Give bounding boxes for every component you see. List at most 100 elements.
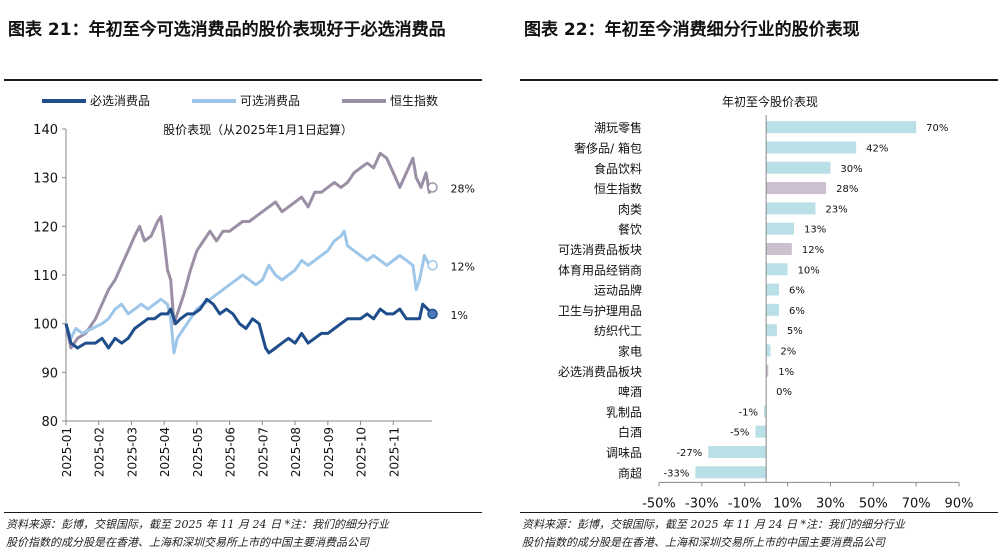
line-chart-series [64, 151, 434, 355]
x-tick-label: -30% [685, 496, 719, 511]
bar-4 [766, 182, 827, 195]
x-tick-label: 2025-08 [289, 427, 303, 477]
value-label-6: 13% [804, 225, 826, 236]
value-label-16: -5% [730, 428, 749, 439]
right-figure-panel: 图表 22：年初至今消费细分行业的股价表现 年初至今股价表现 潮玩零售 70% 奢侈… [516, 0, 1003, 556]
bar-6 [766, 222, 794, 235]
value-label-12: 2% [780, 346, 796, 357]
category-label-11: 纺织代工 [594, 324, 642, 338]
bar-15 [764, 405, 767, 418]
series-end-label-1: 1% [451, 309, 468, 322]
value-label-14: 0% [776, 387, 792, 398]
x-tick-label: 50% [859, 496, 888, 511]
bar-5 [766, 202, 816, 215]
value-label-17: -27% [676, 448, 702, 459]
category-label-18: 商超 [618, 465, 642, 480]
category-label-7: 可选消费品板块 [558, 243, 642, 257]
value-label-10: 6% [789, 306, 805, 317]
series-end-marker-3 [427, 182, 438, 193]
x-tick-label: 2025-01 [60, 427, 74, 477]
value-label-5: 23% [825, 204, 847, 215]
category-label-9: 运动品牌 [594, 284, 642, 298]
category-label-3: 食品饮料 [594, 161, 642, 176]
x-tick-label: 2025-06 [224, 427, 238, 477]
x-tick-label: 2025-11 [387, 427, 401, 477]
category-label-4: 恒生指数 [594, 181, 642, 196]
figure-title: 图表 22：年初至今消费细分行业的股价表现 [524, 20, 860, 40]
legend-label-2: 可选消费品 [240, 94, 300, 108]
line-chart: 必选消费品 可选消费品 恒生指数 股价表现（从2025年1月1日起算） 80 90 10… [33, 93, 475, 477]
bar-chart-title: 年初至今股价表现 [722, 94, 818, 109]
line-chart-end-labels: 1% 12% 28% [427, 182, 475, 322]
bar-3 [766, 161, 831, 174]
value-label-18: -33% [664, 468, 690, 479]
source-note-line1: 资料来源：彭博，交银国际，截至 2025 年 11 月 24 日 *注：我们的细… [522, 518, 905, 531]
value-label-7: 12% [802, 245, 824, 256]
bar-13 [766, 364, 769, 377]
value-label-11: 5% [787, 326, 803, 337]
series-line-2 [64, 229, 433, 355]
bar-2 [766, 141, 857, 154]
value-label-15: -1% [739, 407, 758, 418]
series-line-1 [64, 297, 434, 355]
value-label-9: 6% [789, 286, 805, 297]
bar-9 [766, 283, 779, 296]
bar-1 [766, 121, 917, 134]
title-rule [520, 79, 998, 81]
bar-11 [766, 324, 777, 337]
source-rule [520, 512, 998, 513]
value-label-13: 1% [778, 367, 794, 378]
series-line-3 [64, 151, 434, 350]
x-tick-label: 10% [773, 496, 802, 511]
line-chart-axes: 80 90 100 110 120 130 140 2025-01 2025-02 2025-03… [33, 123, 432, 477]
series-end-label-2: 12% [451, 260, 475, 273]
y-tick-label: 140 [33, 123, 58, 138]
x-tick-label: 2025-04 [158, 427, 172, 477]
bar-8 [766, 263, 788, 276]
value-label-4: 28% [836, 184, 858, 195]
x-tick-label: 2025-09 [322, 427, 336, 477]
line-chart-title: 股价表现（从2025年1月1日起算） [163, 122, 353, 137]
category-label-15: 乳制品 [606, 405, 642, 419]
x-tick-label: 2025-05 [191, 427, 205, 477]
category-label-13: 必选消费品板块 [558, 365, 642, 379]
category-label-2: 奢侈品/ 箱包 [574, 140, 642, 155]
category-label-16: 白酒 [618, 425, 642, 440]
category-label-5: 肉类 [618, 202, 642, 216]
category-label-10: 卫生与护理用品 [558, 304, 642, 318]
x-tick-label: 2025-02 [93, 427, 107, 477]
x-tick-label: 70% [902, 496, 931, 511]
value-label-2: 42% [866, 143, 888, 154]
bar-chart: 年初至今股价表现 潮玩零售 70% 奢侈品/ 箱包 42% 食品饮料 30% 恒生指数 28%… [558, 94, 973, 511]
left-figure-panel: 图表 21：年初至今可选消费品的股价表现好于必选消费品 必选消费品 可选消费品 恒生… [0, 0, 488, 556]
legend-label-3: 恒生指数 [390, 93, 438, 108]
legend-label-1: 必选消费品 [90, 94, 150, 108]
bar-chart-bars: 潮玩零售 70% 奢侈品/ 箱包 42% 食品饮料 30% 恒生指数 28% 肉类 23% 餐饮 13… [558, 120, 948, 480]
bar-7 [766, 242, 792, 255]
category-label-8: 体育用品经销商 [558, 262, 642, 277]
category-label-14: 啤酒 [618, 384, 642, 399]
x-tick-label: 2025-03 [125, 427, 139, 477]
value-label-3: 30% [840, 164, 862, 175]
bar-18 [695, 466, 767, 479]
x-tick-label: -50% [642, 496, 676, 511]
title-rule [4, 79, 482, 81]
series-end-label-3: 28% [451, 182, 475, 195]
value-label-8: 10% [798, 265, 820, 276]
x-tick-label: 2025-10 [355, 427, 369, 477]
line-chart-legend: 必选消费品 可选消费品 恒生指数 [42, 93, 438, 108]
x-tick-label: 2025-07 [256, 427, 270, 477]
y-tick-label: 110 [33, 269, 58, 284]
bar-17 [708, 445, 767, 458]
y-tick-label: 100 [33, 318, 58, 333]
bar-12 [766, 344, 771, 357]
figure-title: 图表 21：年初至今可选消费品的股价表现好于必选消费品 [8, 20, 446, 40]
category-label-12: 家电 [618, 343, 642, 358]
x-tick-label: 90% [945, 496, 974, 511]
series-end-marker-2 [427, 260, 438, 271]
bar-chart-axes: -50% -30% -10% 10% 30% 50% 70% 90% [642, 115, 973, 511]
category-label-17: 调味品 [606, 446, 642, 460]
value-label-1: 70% [926, 123, 948, 134]
y-tick-label: 90 [41, 366, 58, 381]
source-note-line2: 股价指数的成分股是在香港、上海和深圳交易所上市的中国主要消费品公司 [6, 536, 369, 549]
